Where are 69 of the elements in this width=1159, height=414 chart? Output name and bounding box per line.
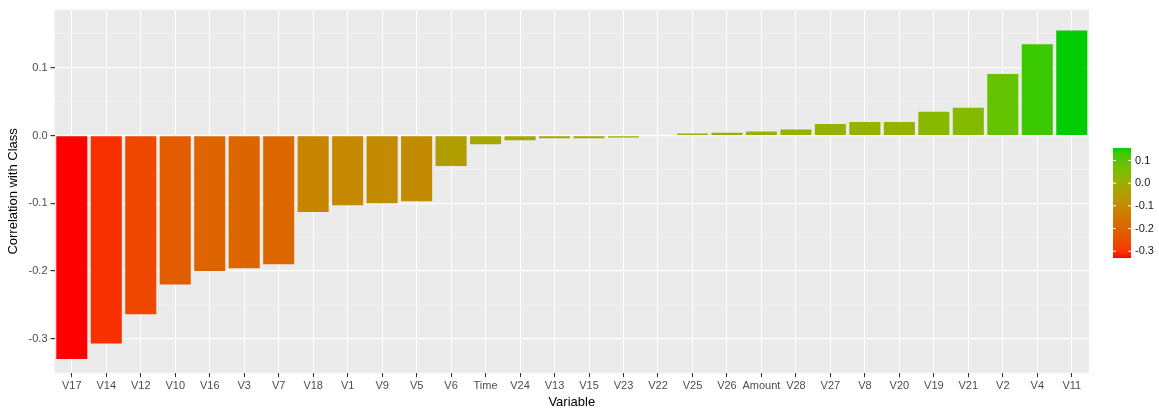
bar bbox=[504, 136, 536, 141]
x-tick-label: V21 bbox=[958, 378, 979, 391]
bar bbox=[883, 122, 915, 135]
y-tick-label: 0.1 bbox=[32, 60, 48, 73]
x-tick-label: V28 bbox=[786, 378, 806, 391]
color-bar-label: -0.1 bbox=[1135, 198, 1154, 211]
color-bar-label: 0.1 bbox=[1135, 153, 1151, 166]
x-tick-label: V4 bbox=[1030, 378, 1045, 391]
y-tick-label: -0.1 bbox=[28, 196, 48, 209]
x-tick-label: V14 bbox=[96, 378, 117, 391]
x-tick-label: V23 bbox=[613, 378, 634, 391]
color-bar-label: -0.2 bbox=[1135, 221, 1154, 234]
x-tick-label: V20 bbox=[889, 378, 910, 391]
x-tick-label: V17 bbox=[62, 378, 82, 391]
x-tick-label: V22 bbox=[648, 378, 668, 391]
bar bbox=[401, 136, 433, 202]
x-tick-label: V24 bbox=[510, 378, 530, 391]
x-tick-label: V12 bbox=[130, 378, 151, 391]
x-tick-label: V2 bbox=[996, 378, 1010, 391]
x-tick-label: V13 bbox=[544, 378, 565, 391]
bar bbox=[849, 122, 881, 135]
bar bbox=[366, 136, 398, 204]
bar bbox=[573, 136, 605, 139]
x-tick-label: V10 bbox=[165, 378, 186, 391]
x-tick-label: V19 bbox=[924, 378, 944, 391]
bar bbox=[539, 136, 571, 139]
x-tick-label: V27 bbox=[820, 378, 841, 391]
x-tick-label: V7 bbox=[271, 378, 286, 391]
bar bbox=[228, 136, 260, 269]
bar bbox=[745, 131, 777, 135]
x-tick-label: V9 bbox=[375, 378, 389, 391]
bar bbox=[90, 136, 122, 344]
bar bbox=[1021, 44, 1053, 135]
x-tick-label: Amount bbox=[742, 378, 781, 391]
bar bbox=[814, 124, 846, 135]
bar bbox=[952, 107, 984, 135]
bar bbox=[56, 136, 88, 359]
x-tick-label: V1 bbox=[340, 378, 355, 391]
bar bbox=[711, 132, 743, 135]
x-tick-label: V18 bbox=[303, 378, 323, 391]
bar bbox=[1056, 30, 1088, 135]
color-bar-label: -0.3 bbox=[1135, 244, 1154, 257]
bar bbox=[297, 136, 329, 213]
bar bbox=[125, 136, 157, 315]
x-axis-title: Variable bbox=[548, 393, 596, 409]
x-tick-label: V25 bbox=[682, 378, 703, 391]
bar bbox=[987, 73, 1019, 135]
x-tick-label: V8 bbox=[858, 378, 872, 391]
y-axis-title: Correlation with Class bbox=[5, 127, 21, 255]
x-tick-label: V5 bbox=[409, 378, 424, 391]
bar bbox=[780, 129, 812, 135]
x-tick-label: V26 bbox=[717, 378, 737, 391]
bar bbox=[435, 136, 467, 167]
y-tick-label: -0.3 bbox=[28, 331, 48, 344]
bar bbox=[194, 136, 226, 271]
x-tick-label: V15 bbox=[579, 378, 599, 391]
bar bbox=[918, 111, 950, 135]
x-tick-label: V11 bbox=[1062, 378, 1082, 391]
x-tick-label: V6 bbox=[444, 378, 458, 391]
color-bar-label: 0.0 bbox=[1135, 176, 1151, 189]
x-tick-label: V3 bbox=[237, 378, 251, 391]
y-tick-label: 0.0 bbox=[32, 128, 48, 141]
bar bbox=[159, 136, 191, 285]
y-tick-label: -0.2 bbox=[28, 263, 48, 276]
x-tick-label: Time bbox=[473, 378, 498, 391]
bar bbox=[332, 136, 364, 206]
bar bbox=[470, 136, 502, 145]
bar bbox=[263, 136, 295, 265]
x-tick-label: V16 bbox=[199, 378, 220, 391]
